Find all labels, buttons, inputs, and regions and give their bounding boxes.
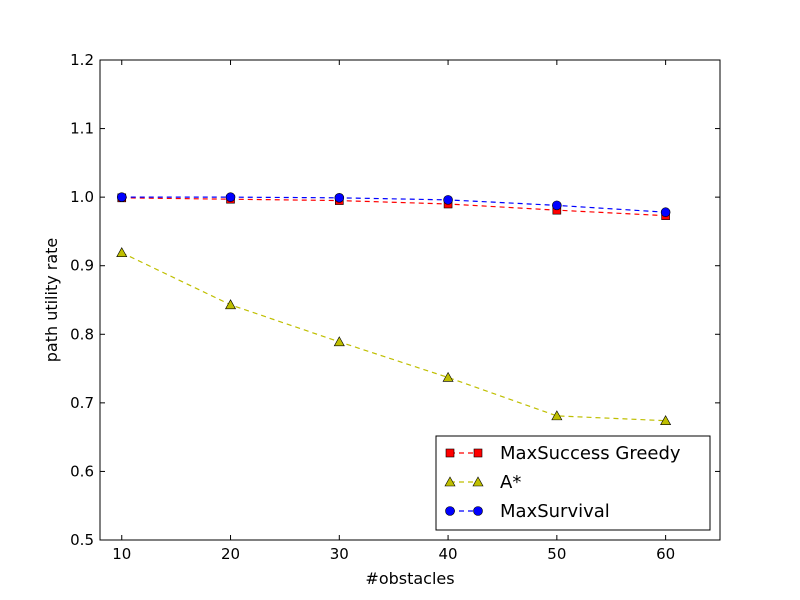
- series-layer: [116, 192, 672, 425]
- x-tick-label: 50: [547, 545, 566, 563]
- y-tick-label: 0.6: [70, 462, 94, 480]
- series-line: [121, 252, 666, 422]
- x-tick-label: 20: [221, 545, 240, 563]
- legend-label: MaxSuccess Greedy: [500, 443, 681, 464]
- series-line: [121, 197, 666, 217]
- x-tick-label: 40: [439, 545, 458, 563]
- series-line: [121, 196, 666, 213]
- plot-frame: [99, 59, 721, 541]
- legend-marker: [473, 448, 483, 458]
- y-tick-label: 0.8: [70, 325, 94, 343]
- legend-marker: [472, 476, 484, 487]
- x-axis-label: #obstacles: [365, 569, 454, 588]
- legend-marker: [445, 448, 455, 458]
- data-point: [551, 410, 563, 421]
- data-point: [442, 371, 454, 382]
- legend-label: A*: [500, 472, 521, 493]
- data-point: [225, 299, 237, 310]
- x-tick-label: 60: [656, 545, 675, 563]
- data-point: [116, 192, 127, 202]
- legend: MaxSuccess Greedy A* MaxSurvival: [435, 435, 711, 531]
- y-tick-label: 0.5: [70, 531, 94, 549]
- data-point: [660, 207, 671, 218]
- data-point: [333, 336, 345, 347]
- data-point: [116, 247, 128, 257]
- legend-marker: [445, 506, 455, 516]
- data-point: [443, 195, 453, 205]
- y-tick-label: 0.7: [70, 394, 94, 412]
- data-point: [225, 192, 236, 202]
- data-point: [660, 415, 672, 425]
- legend-marker: [444, 476, 456, 487]
- tick-layer: 10 20 30 40 50 60 0.5 0.6 0.7 0.8 0.9 1.0 1.1 1.2: [70, 51, 720, 563]
- legend-marker: [473, 506, 483, 516]
- y-tick-label: 1.1: [70, 120, 94, 138]
- y-tick-label: 0.9: [70, 257, 94, 275]
- data-point: [552, 200, 562, 211]
- legend-label: MaxSurvival: [500, 501, 610, 522]
- x-tick-label: 30: [330, 545, 349, 563]
- y-tick-label: 1.2: [70, 51, 94, 69]
- data-point: [334, 193, 345, 203]
- y-tick-label: 1.0: [70, 188, 94, 206]
- x-tick-label: 10: [112, 545, 131, 563]
- y-axis-label: path utility rate: [42, 238, 61, 363]
